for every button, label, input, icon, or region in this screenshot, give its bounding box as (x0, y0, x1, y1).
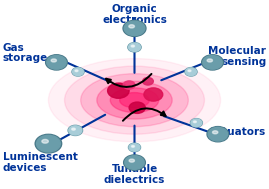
Circle shape (124, 21, 145, 36)
Circle shape (190, 119, 202, 127)
Text: Actuators: Actuators (209, 127, 266, 137)
Ellipse shape (75, 70, 78, 72)
Ellipse shape (131, 45, 134, 47)
Circle shape (35, 134, 62, 153)
Circle shape (46, 55, 67, 70)
Ellipse shape (72, 128, 75, 130)
Ellipse shape (110, 88, 159, 112)
Ellipse shape (213, 131, 218, 134)
Circle shape (129, 43, 140, 51)
Ellipse shape (97, 81, 172, 119)
Ellipse shape (42, 139, 48, 143)
Circle shape (108, 83, 129, 98)
Circle shape (73, 68, 83, 76)
Circle shape (185, 68, 197, 76)
Ellipse shape (81, 74, 188, 127)
Text: Luminescent
devices: Luminescent devices (3, 152, 77, 173)
Circle shape (191, 119, 202, 127)
Circle shape (123, 20, 146, 36)
Ellipse shape (129, 25, 134, 28)
Circle shape (207, 127, 229, 142)
Circle shape (129, 143, 140, 152)
Circle shape (186, 68, 196, 76)
Circle shape (143, 77, 153, 85)
Ellipse shape (188, 70, 191, 72)
Circle shape (37, 135, 60, 152)
Ellipse shape (48, 59, 221, 142)
Text: Gas
storage: Gas storage (3, 43, 48, 63)
Circle shape (47, 56, 66, 69)
Circle shape (72, 68, 84, 76)
Circle shape (208, 127, 228, 141)
Circle shape (203, 56, 222, 69)
Ellipse shape (193, 121, 196, 123)
Ellipse shape (120, 93, 149, 108)
Ellipse shape (51, 59, 56, 62)
Circle shape (124, 155, 145, 170)
Ellipse shape (132, 146, 134, 147)
Circle shape (123, 81, 135, 89)
Circle shape (128, 43, 141, 52)
Circle shape (144, 88, 163, 101)
Circle shape (69, 126, 82, 135)
Circle shape (129, 144, 140, 151)
Ellipse shape (65, 66, 204, 134)
Circle shape (68, 125, 83, 136)
Ellipse shape (207, 59, 213, 62)
Text: Tunable
dielectrics: Tunable dielectrics (104, 164, 165, 185)
Ellipse shape (129, 159, 134, 162)
Circle shape (129, 102, 145, 113)
Text: Organic
electronics: Organic electronics (102, 4, 167, 25)
Circle shape (202, 55, 223, 70)
Text: Molecular
sensing: Molecular sensing (208, 46, 266, 67)
Circle shape (125, 156, 144, 169)
